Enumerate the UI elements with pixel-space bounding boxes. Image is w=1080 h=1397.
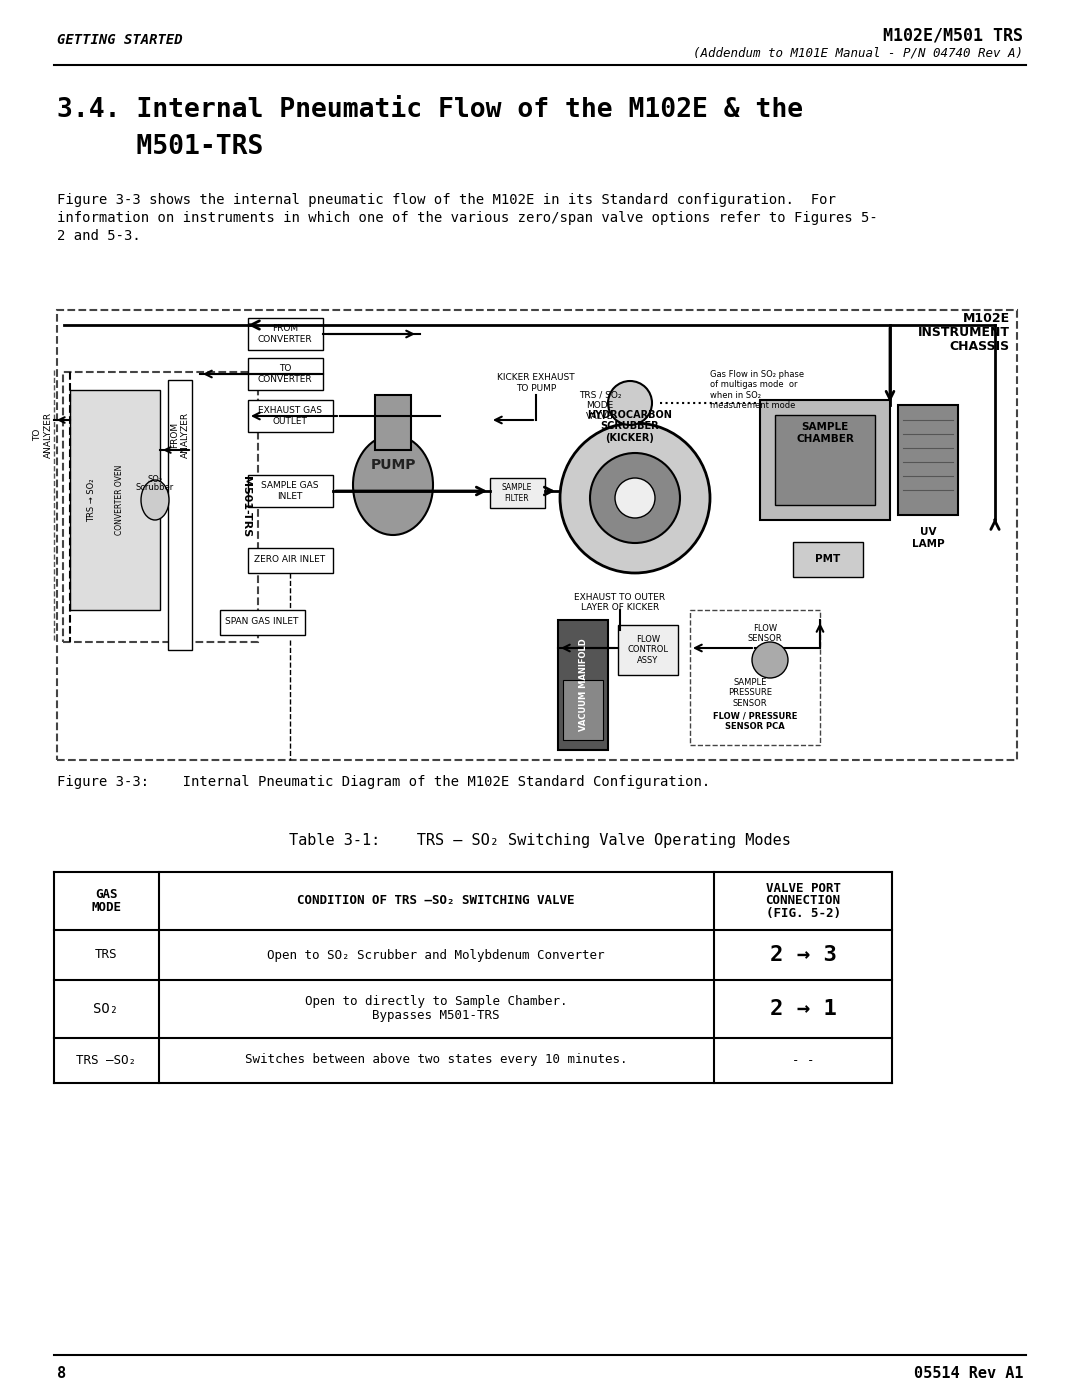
Text: TO
CONVERTER: TO CONVERTER [258,365,312,384]
Bar [690,610,820,745]
Circle shape [590,453,680,543]
Text: CONDITION OF TRS –SO₂ SWITCHING VALVE: CONDITION OF TRS –SO₂ SWITCHING VALVE [297,894,575,908]
Text: PUMP: PUMP [370,458,416,472]
Text: INSTRUMENT: INSTRUMENT [918,326,1010,338]
Text: Gas Flow in SO₂ phase
of multigas mode  or
when in SO₂
measurement mode: Gas Flow in SO₂ phase of multigas mode o… [710,370,805,411]
Text: Figure 3-3 shows the internal pneumatic flow of the M102E in its Standard config: Figure 3-3 shows the internal pneumatic … [57,193,836,207]
Bar [63,372,258,643]
Bar [70,390,160,610]
Bar [220,610,305,636]
Bar [248,548,333,573]
Text: UV
LAMP: UV LAMP [912,527,944,549]
Bar [375,395,411,450]
Text: Switches between above two states every 10 minutes.: Switches between above two states every … [245,1053,627,1066]
Text: - -: - - [792,1053,814,1066]
Circle shape [752,643,788,678]
Text: VALVE PORT: VALVE PORT [766,882,840,894]
Circle shape [561,423,710,573]
Text: FLOW / PRESSURE
SENSOR PCA: FLOW / PRESSURE SENSOR PCA [713,711,797,731]
Text: CONNECTION: CONNECTION [766,894,840,908]
Text: TO
ANALYZER: TO ANALYZER [33,412,53,458]
Text: PMT: PMT [815,555,840,564]
Text: 2 → 3: 2 → 3 [770,944,836,965]
Bar [897,405,958,515]
Bar [558,620,608,750]
Text: 3.4. Internal Pneumatic Flow of the M102E & the: 3.4. Internal Pneumatic Flow of the M102… [57,96,804,123]
Text: MODE: MODE [91,901,121,914]
Text: M102E: M102E [963,312,1010,324]
Bar [168,380,192,650]
Text: 2 → 1: 2 → 1 [770,999,836,1018]
Text: Table 3-1:    TRS – SO₂ Switching Valve Operating Modes: Table 3-1: TRS – SO₂ Switching Valve Ope… [289,833,791,848]
Text: Bypasses M501-TRS: Bypasses M501-TRS [373,1010,500,1023]
Text: (Addendum to M101E Manual - P/N 04740 Rev A): (Addendum to M101E Manual - P/N 04740 Re… [693,46,1023,60]
Bar [618,624,678,675]
Bar [248,319,323,351]
Text: Open to SO₂ Scrubber and Molybdenum Converter: Open to SO₂ Scrubber and Molybdenum Conv… [267,949,605,961]
Text: M501-TRS: M501-TRS [241,476,251,538]
Text: TRS: TRS [95,949,118,961]
Bar [563,680,603,740]
Text: SO₂: SO₂ [148,475,163,485]
Text: GAS: GAS [95,888,118,901]
Text: M501-TRS: M501-TRS [57,134,264,161]
Text: CHASSIS: CHASSIS [950,339,1010,352]
Text: CONVERTER OVEN: CONVERTER OVEN [116,465,124,535]
Bar [248,400,333,432]
Text: KICKER EXHAUST
TO PUMP: KICKER EXHAUST TO PUMP [497,373,575,393]
Circle shape [615,478,654,518]
Text: (FIG. 5-2): (FIG. 5-2) [766,908,840,921]
Text: SPAN GAS INLET: SPAN GAS INLET [226,617,299,626]
Text: information on instruments in which one of the various zero/span valve options r: information on instruments in which one … [57,211,878,225]
Ellipse shape [353,434,433,535]
Text: FROM
CONVERTER: FROM CONVERTER [258,324,312,344]
Text: SAMPLE
CHAMBER: SAMPLE CHAMBER [796,422,854,444]
Text: FLOW
SENSOR: FLOW SENSOR [747,624,782,644]
Text: 2 and 5-3.: 2 and 5-3. [57,229,140,243]
Text: TRS → SO₂: TRS → SO₂ [87,478,96,521]
Text: EXHAUST GAS
OUTLET: EXHAUST GAS OUTLET [258,407,322,426]
Bar [248,475,333,507]
Circle shape [608,381,652,425]
Text: ZERO AIR INLET: ZERO AIR INLET [255,556,325,564]
Bar [490,478,545,509]
Text: TRS / SO₂
MODE
VALVE: TRS / SO₂ MODE VALVE [579,391,621,420]
Bar [57,310,1017,760]
Bar [775,415,875,504]
Text: VACUUM MANIFOLD: VACUUM MANIFOLD [579,638,588,732]
Text: Scrubber: Scrubber [136,482,174,492]
Text: HYDROCARBON
SCRUBBER
(KICKER): HYDROCARBON SCRUBBER (KICKER) [588,409,673,443]
Text: EXHAUST TO OUTER
LAYER OF KICKER: EXHAUST TO OUTER LAYER OF KICKER [575,592,665,612]
Text: FROM
ANALYZER: FROM ANALYZER [171,412,190,458]
Text: GETTING STARTED: GETTING STARTED [57,34,183,47]
Ellipse shape [141,481,168,520]
Text: 8: 8 [57,1365,66,1380]
Text: FLOW
CONTROL
ASSY: FLOW CONTROL ASSY [627,636,669,665]
Bar [248,358,323,390]
Text: SO₂: SO₂ [94,1002,119,1016]
Text: TRS –SO₂: TRS –SO₂ [76,1053,136,1066]
Text: M102E/M501 TRS: M102E/M501 TRS [883,27,1023,43]
Text: 05514 Rev A1: 05514 Rev A1 [914,1365,1023,1380]
Text: SAMPLE
PRESSURE
SENSOR: SAMPLE PRESSURE SENSOR [728,678,772,708]
Text: Open to directly to Sample Chamber.: Open to directly to Sample Chamber. [305,996,567,1009]
Bar [760,400,890,520]
Text: Figure 3-3:    Internal Pneumatic Diagram of the M102E Standard Configuration.: Figure 3-3: Internal Pneumatic Diagram o… [57,775,711,789]
Text: SAMPLE GAS
INLET: SAMPLE GAS INLET [261,482,319,500]
Bar [793,542,863,577]
Text: SAMPLE
FILTER: SAMPLE FILTER [502,483,532,503]
